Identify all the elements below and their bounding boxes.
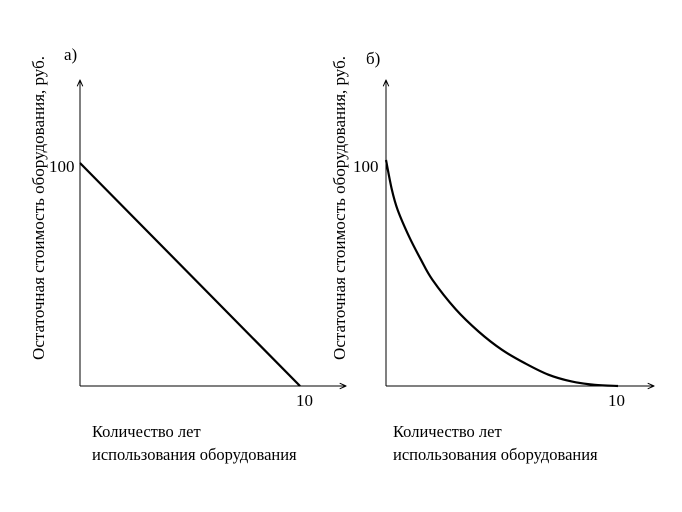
x-axis-label-b-line1: Количество лет [393, 422, 502, 441]
x-axis-label-a-line2: использования оборудования [92, 445, 297, 464]
x-axis-label-a-line1: Количество лет [92, 422, 201, 441]
chart-panel-a: а) Остаточная стоимость оборудования, ру… [29, 45, 346, 464]
x-tick-label-b: 10 [608, 391, 625, 410]
series-line-a [79, 162, 301, 387]
y-axis-label-a: Остаточная стоимость оборудования, руб. [29, 56, 48, 360]
y-axis-label-b: Остаточная стоимость оборудования, руб. [330, 56, 349, 360]
y-tick-label-b: 100 [353, 157, 379, 176]
x-axis-label-b-line2: использования оборудования [393, 445, 598, 464]
panel-label-b: б) [366, 49, 380, 68]
x-tick-label-a: 10 [296, 391, 313, 410]
panel-label-a: а) [64, 45, 77, 64]
series-line-b [384, 159, 619, 388]
y-tick-label-a: 100 [49, 157, 75, 176]
chart-panel-b: б) Остаточная стоимость оборудования, ру… [330, 49, 654, 464]
